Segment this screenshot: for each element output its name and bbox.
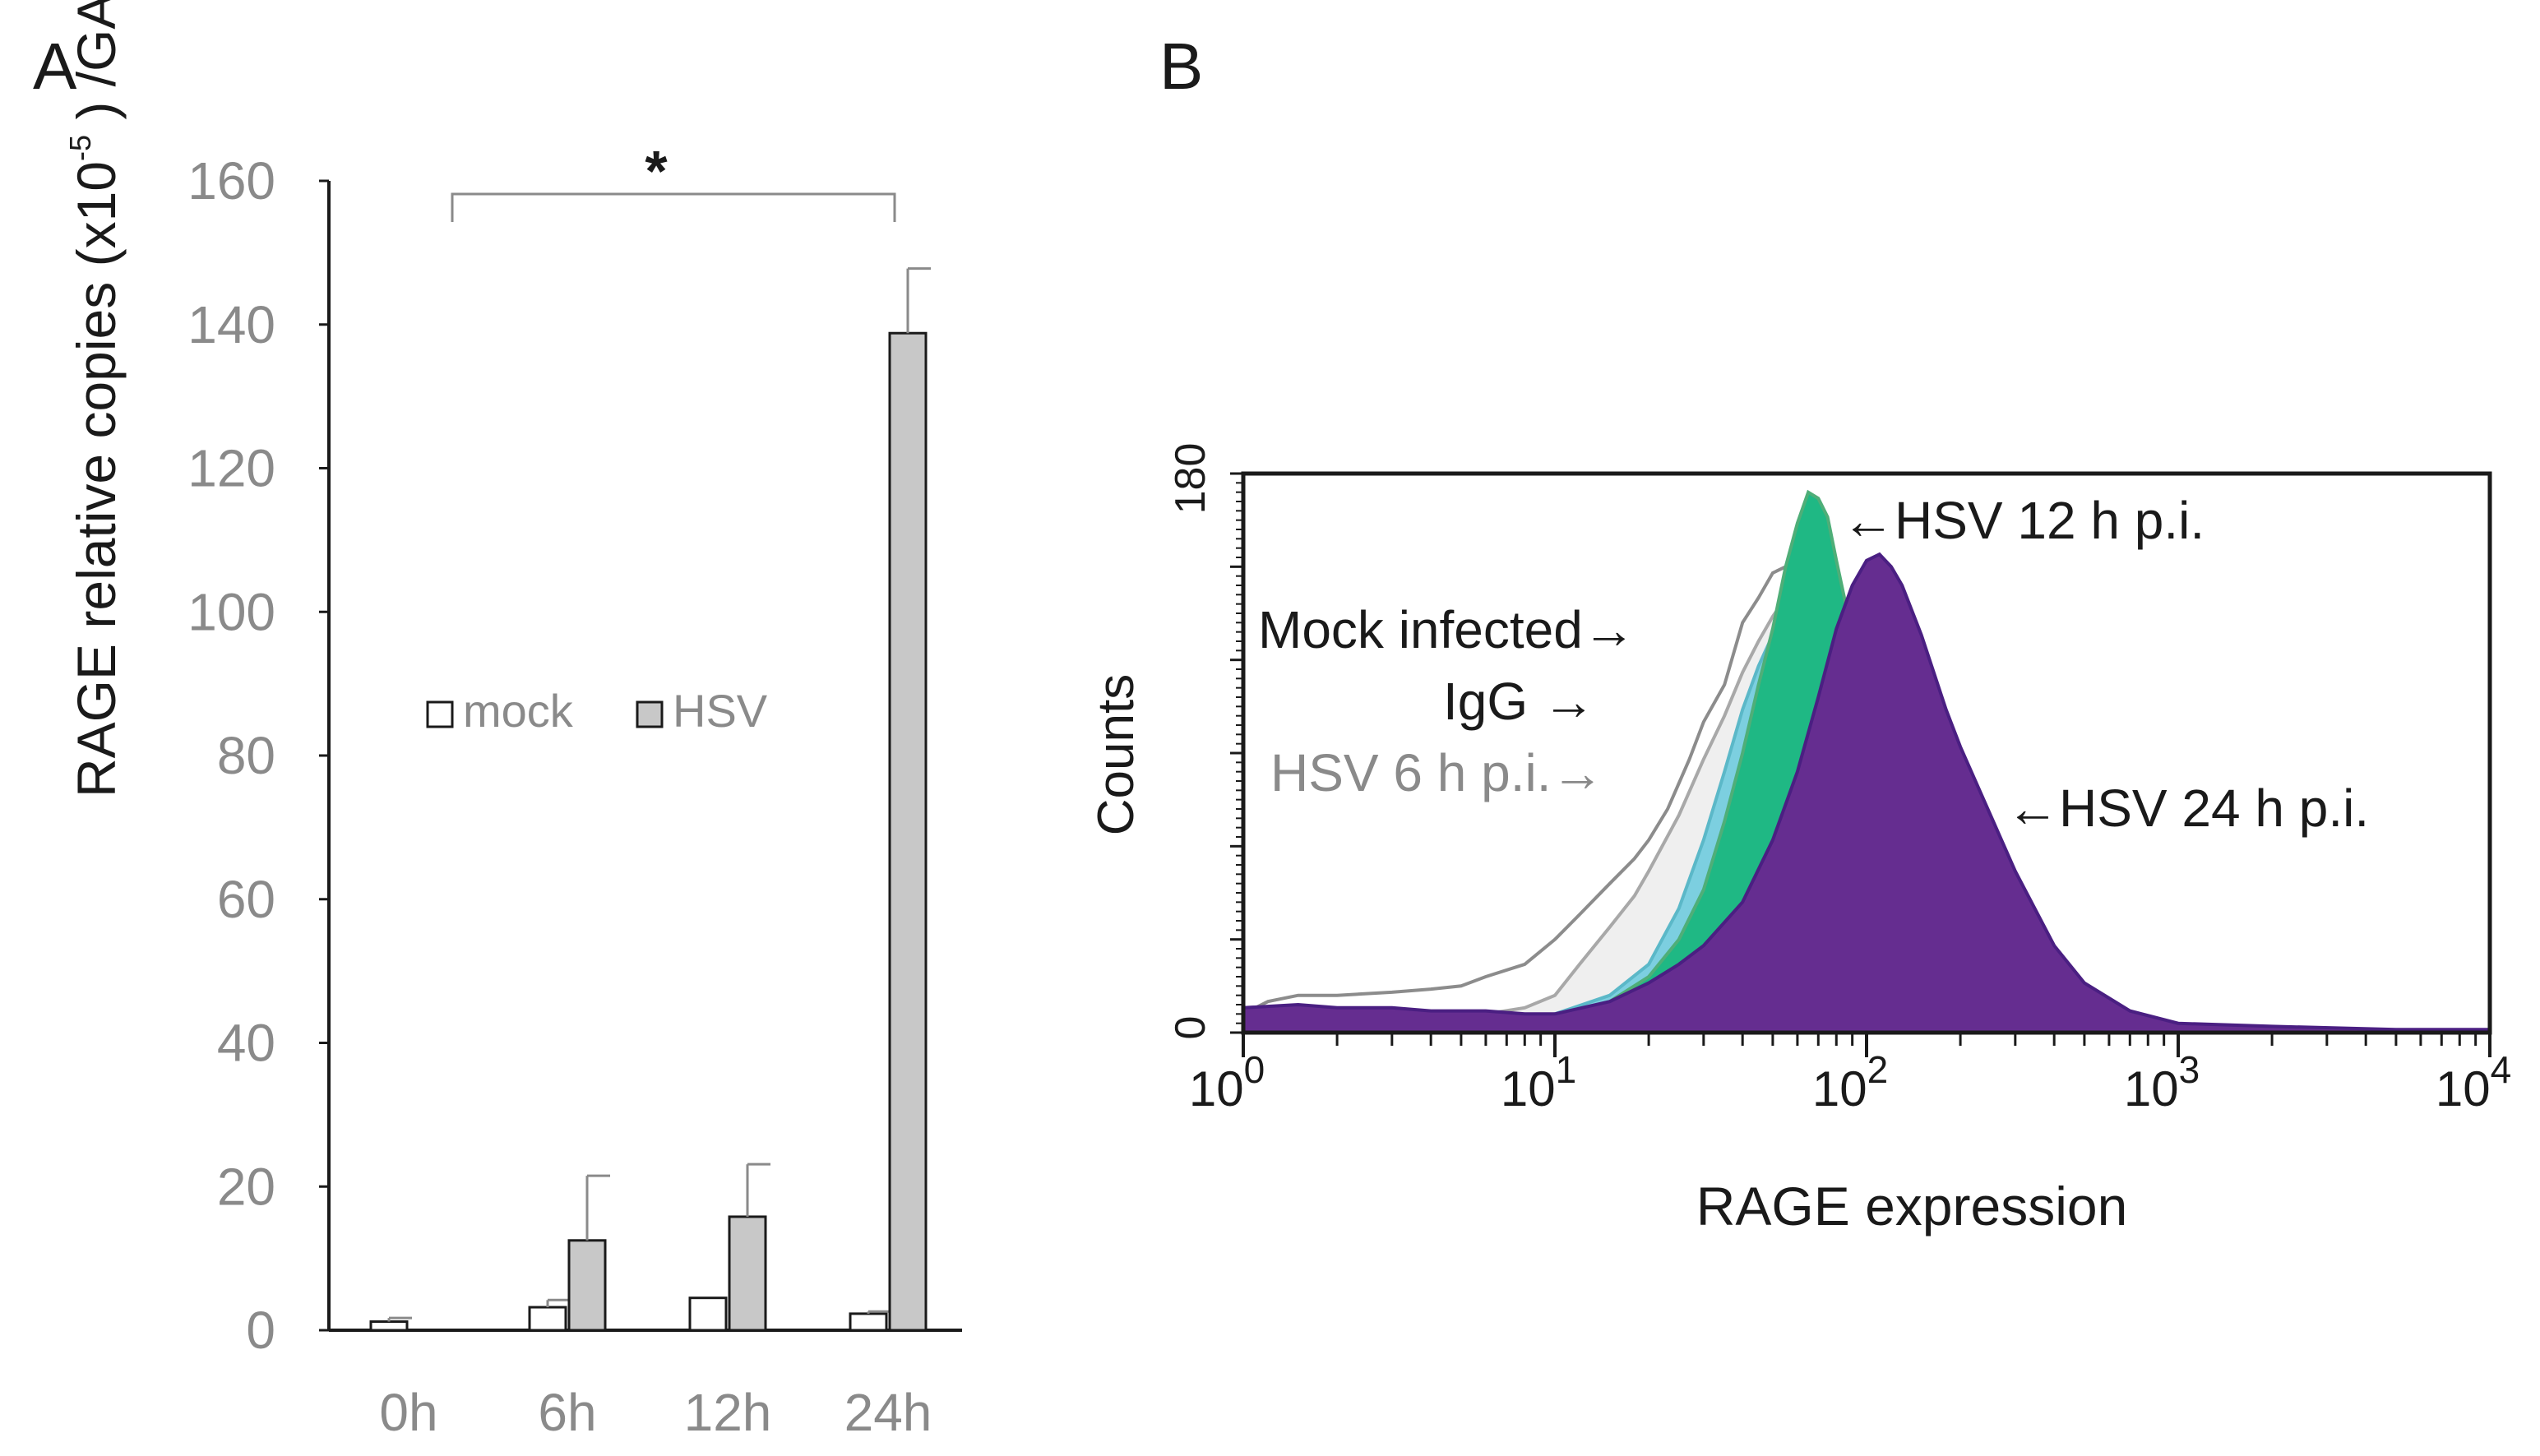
bar-mock-24h: [849, 1312, 888, 1332]
xtick-exponent: 0: [1244, 1048, 1265, 1091]
panel-a-y-axis-title: RAGE relative copies (x10-5 ) /GAPDH: [63, 0, 127, 797]
panel-b-x-axis-title: RAGE expression: [1696, 1176, 2128, 1236]
annotation-hsv-12h: ←HSV 12 h p.i.: [1842, 491, 2205, 550]
panel-a-ytick-label: 60: [217, 870, 275, 929]
panel-a-xtick-label: 0h: [379, 1383, 437, 1442]
panel-a-ytick-label: 160: [187, 151, 275, 210]
panel-b-y-ticks: [1230, 472, 1243, 1034]
panel-a-ytick-label: 20: [217, 1157, 275, 1216]
panel-a-ytick-label: 140: [187, 295, 275, 354]
panel-b-x-tick-labels: 100 101 102 103 104: [1189, 1048, 2511, 1116]
xtick-base: 10: [2436, 1061, 2491, 1116]
panel-b-ytick-label-0: 0: [1167, 1016, 1214, 1040]
bar-mock-0h: [369, 1320, 409, 1332]
bar-mock-12h: [688, 1297, 728, 1332]
panel-a-xtick-label: 6h: [538, 1383, 596, 1442]
xtick-base: 10: [1189, 1061, 1244, 1116]
xtick-exponent: 1: [1556, 1048, 1577, 1091]
panel-b-xtick-label: 101: [1501, 1048, 1576, 1116]
panel-a-ytick-label: 0: [246, 1301, 275, 1360]
bar-hsv-12h: [728, 1215, 767, 1332]
panel-b-histograms: [1242, 489, 2491, 1034]
y-axis-title-exponent: -5: [63, 135, 97, 161]
xtick-base: 10: [1812, 1061, 1867, 1116]
legend-swatch-mock: [426, 700, 454, 728]
panel-a-x-ticks: 0h 6h 12h 24h: [379, 1383, 932, 1442]
panel-b-xtick-label: 100: [1189, 1048, 1265, 1116]
annotation-hsv-24h: ←HSV 24 h p.i.: [2006, 779, 2369, 838]
bar-mock-6h: [528, 1306, 567, 1332]
xtick-exponent: 2: [1867, 1048, 1889, 1091]
panel-a-legend: mock HSV: [426, 685, 768, 737]
legend-label-mock: mock: [463, 685, 574, 737]
xtick-exponent: 4: [2491, 1048, 2512, 1091]
histogram-line-hsv-24-h-p-i: [1242, 552, 2490, 1032]
panel-b-letter: B: [1159, 30, 1203, 103]
annotation-igg: IgG →: [1443, 672, 1595, 731]
panel-a-ytick-label: 100: [187, 582, 275, 641]
panel-a: A RAGE relative copies (x10-5 ) /GAPDH 0…: [33, 0, 962, 1442]
panel-b-xtick-label: 104: [2436, 1048, 2511, 1116]
panel-b-ytick-label-180: 180: [1167, 443, 1214, 515]
annotation-mock-infected: Mock infected→: [1258, 600, 1636, 659]
panel-b-y-axis-title: Counts: [1088, 674, 1145, 835]
panel-a-ytick-label: 120: [187, 439, 275, 498]
bar-hsv-24h: [888, 331, 928, 1332]
bar-hsv-6h: [567, 1239, 607, 1332]
annotation-hsv-6h: HSV 6 h p.i.→: [1270, 743, 1604, 802]
y-axis-title-tail: ) /GAPDH: [66, 0, 127, 135]
panel-a-letter: A: [33, 30, 77, 103]
panel-b: B 180 0 Counts 100 101 102 103 104 RAGE expr…: [1088, 30, 2511, 1236]
xtick-base: 10: [1501, 1061, 1556, 1116]
panel-b-x-ticks: [1242, 1033, 2491, 1057]
panel-b-xtick-label: 103: [2124, 1048, 2200, 1116]
panel-a-ytick-label: 40: [217, 1014, 275, 1073]
panel-a-xtick-label: 24h: [844, 1383, 932, 1442]
panel-a-bars: [369, 267, 931, 1332]
legend-label-hsv: HSV: [673, 685, 768, 737]
xtick-base: 10: [2124, 1061, 2179, 1116]
panel-b-xtick-label: 102: [1812, 1048, 1888, 1116]
panel-a-y-ticks: 0 20 40 60 80 100 120 140 160: [187, 151, 329, 1360]
histogram-fill-hsv-24-h-p-i: [1243, 554, 2490, 1033]
legend-swatch-hsv: [636, 700, 664, 728]
significance-star: *: [645, 139, 668, 203]
y-axis-title-main: RAGE relative copies (x10: [66, 161, 127, 797]
panel-a-xtick-label: 12h: [684, 1383, 772, 1442]
panel-a-ytick-label: 80: [217, 726, 275, 785]
xtick-exponent: 3: [2179, 1048, 2200, 1091]
significance-bracket: [451, 192, 896, 222]
